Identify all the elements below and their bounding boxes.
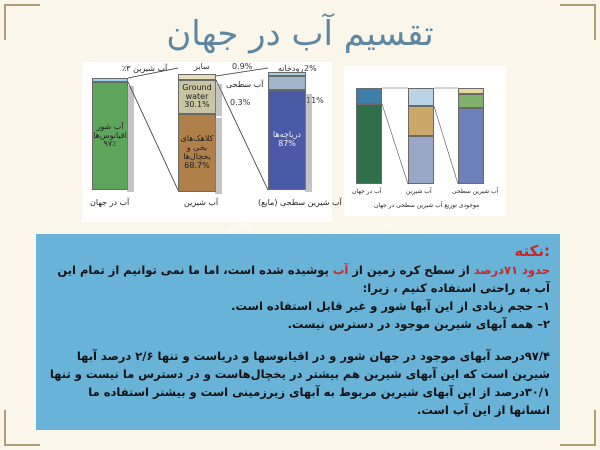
fig2-col1-top (356, 88, 382, 104)
fig2-col3-top (458, 88, 484, 94)
fig2-connector-lines (381, 87, 459, 185)
note-item1: ۱– حجم زیادی از این آبها شور و غیر قابل … (231, 299, 550, 313)
note-box: :نکته حدود ۷۱درصد از سطح کره زمین از آب … (36, 234, 560, 430)
connector-lines (127, 67, 269, 191)
col1-bottom-label: آب در جهان (90, 198, 130, 207)
col3-lakes-label: دریاچه‌ها (273, 130, 301, 140)
note-line1-mid: از سطح کره زمین از (348, 263, 474, 277)
note-item2: ۲– همه آبهای شیرین موجود در دسترس نیست. (287, 317, 550, 331)
fig2-col2-top (408, 88, 434, 106)
note-line1: حدود ۷۱درصد از سطح کره زمین از آب پوشیده… (46, 261, 550, 297)
note-line1-percent: ۷۱درصد (473, 263, 519, 277)
fig2-caption: موجودی توزیع آب شیرین سطحی در جهان (374, 202, 480, 209)
col1-top-label: آب شیرین ۳٪ (122, 64, 168, 73)
col1-saltwater-segment: آب شور اقیانوس‌ها ۹۷٪ (92, 82, 134, 192)
fig2-col3-mid (458, 94, 484, 108)
col2-groundwater-label: Ground water (182, 82, 212, 101)
note-paragraph: ۹۷/۴درصد آبهای موجود در جهان شور و در اق… (49, 349, 550, 417)
note-line1-water: آب (332, 263, 349, 277)
frame-corner-bottom-right (560, 410, 596, 446)
col1-saltwater-pct: ۹۷٪ (103, 139, 117, 149)
col3-lakes-pct: 87% (278, 139, 296, 148)
col2-top-pct: 0.9% (232, 62, 253, 71)
fig2-col1-label: آب در جهان (352, 188, 382, 195)
col3-side-pct: 0.3% (230, 98, 251, 107)
col1-saltwater-label: آب شور اقیانوس‌ها (93, 121, 127, 140)
col2-bottom-label: آب شیرین (184, 198, 219, 207)
col2-icecaps-label: کلاهک‌های یخی و یخچال‌ها (180, 134, 214, 161)
note-line1-prefix: حدود (518, 263, 550, 277)
page-title: تقسیم آب در جهان (166, 14, 434, 54)
col2-top-label: سایر (194, 62, 210, 71)
water-distribution-figure-right: آب در جهان آب شیرین آب شیرین سطحی موجودی… (344, 66, 506, 216)
fig2-col3-label: آب شیرین سطحی (452, 188, 499, 195)
fig2-col3-main (458, 108, 484, 184)
col2-icecaps-pct: 68.7% (184, 160, 210, 170)
fig2-col2-main (408, 136, 434, 184)
col3-rivers-segment (268, 72, 306, 76)
fig2-col2-label: آب شیرین (406, 188, 432, 195)
fig2-col1-main (356, 104, 382, 184)
col3-rivers-label: رودخانه (278, 64, 304, 73)
note-heading: :نکته (514, 242, 550, 260)
col3-swamps-pct: 11% (306, 96, 324, 105)
col2-groundwater-segment: Ground water 30.1% (178, 80, 222, 116)
col2-icecaps-segment: کلاهک‌های یخی و یخچال‌ها 68.7% (178, 114, 222, 194)
col3-rivers-pct: 2% (304, 64, 317, 73)
col3-lakes-segment: دریاچه‌ها 87% (268, 90, 312, 192)
col3-bottom-label: آب شیرین سطحی (مایع) (258, 198, 342, 207)
col3-swamps-segment (268, 76, 306, 90)
col3-side-label: آب سطحی (226, 80, 264, 89)
frame-corner-top-left (4, 4, 40, 40)
col2-other-segment (178, 74, 216, 80)
note-line1-rest: پوشیده شده است، اما ما نمی توانیم از تما… (57, 263, 550, 295)
frame-corner-top-right (560, 4, 596, 40)
col1-freshwater-segment (92, 78, 128, 82)
frame-corner-bottom-left (4, 410, 40, 446)
fig2-col2-mid (408, 106, 434, 136)
col2-groundwater-pct: 30.1% (184, 100, 210, 110)
water-distribution-figure-left: آب شیرین ۳٪ آب شور اقیانوس‌ها ۹۷٪ آب در ج… (82, 62, 342, 222)
